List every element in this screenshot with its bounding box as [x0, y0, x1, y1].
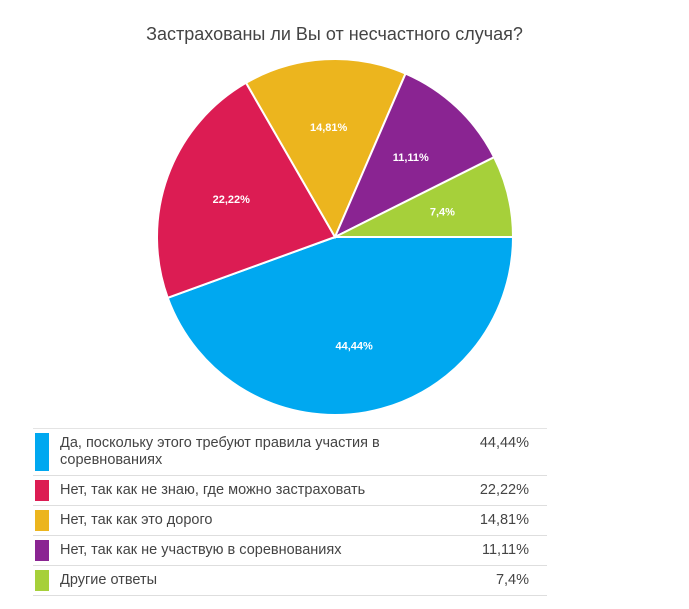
legend-item: Нет, так как не участвую в соревнованиях… [33, 536, 547, 566]
legend-swatch [35, 510, 49, 531]
slice-label-2: 22,22% [213, 194, 251, 206]
legend-label: Нет, так как не знаю, где можно застрахо… [60, 482, 366, 498]
slice-label-3: 14,81% [310, 122, 348, 134]
legend-value: 14,81% [479, 512, 529, 528]
slice-label-4: 11,11% [393, 152, 429, 164]
slice-label-5: 7,4% [430, 207, 455, 219]
pie-slice-2 [156, 81, 337, 300]
legend-item: Нет, так как не знаю, где можно застрахо… [33, 476, 547, 506]
legend-item: Другие ответы 7,4% [33, 566, 547, 596]
legend-value: 22,22% [479, 482, 529, 498]
legend-value: 7,4% [495, 572, 529, 588]
legend-item: Нет, так как это дорого 14,81% [33, 506, 547, 536]
legend-label: Нет, так как не участвую в соревнованиях [60, 542, 342, 558]
legend-swatch [35, 540, 49, 561]
legend-label: Да, поскольку этого требуют правила учас… [60, 435, 380, 468]
legend: Да, поскольку этого требуют правила учас… [33, 428, 547, 596]
pie-slice-5 [334, 155, 515, 238]
legend-label: Другие ответы [60, 572, 158, 588]
legend-value: 44,44% [479, 435, 529, 451]
pie-slice-4 [332, 72, 496, 240]
legend-swatch [35, 570, 49, 591]
legend-item: Да, поскольку этого требуют правила учас… [33, 428, 547, 476]
legend-value: 11,11% [481, 542, 529, 558]
pie-chart: 44,44% 22,22% 14,81% 11,11% 7,4% [156, 58, 515, 416]
legend-label: Нет, так как это дорого [60, 512, 213, 528]
chart-title: Застрахованы ли Вы от несчастного случая… [146, 24, 523, 44]
slice-label-1: 44,44% [335, 341, 373, 353]
pie-slice-1 [166, 236, 515, 416]
pie-slice-3 [244, 58, 407, 240]
legend-swatch [35, 480, 49, 501]
legend-swatch [35, 433, 49, 471]
